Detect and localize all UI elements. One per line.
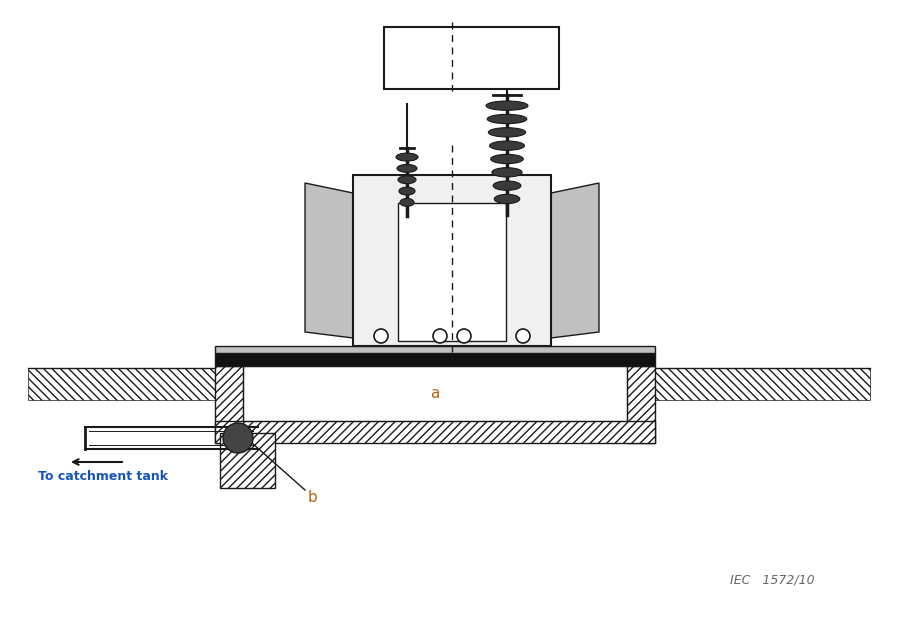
Text: IEC   1572/10: IEC 1572/10 (730, 574, 814, 586)
Bar (215, 366, 243, 443)
Ellipse shape (486, 101, 527, 110)
Circle shape (433, 329, 446, 343)
Text: a: a (430, 386, 439, 401)
Polygon shape (304, 183, 352, 338)
Bar (352, 175, 551, 346)
Ellipse shape (396, 164, 416, 173)
Polygon shape (551, 183, 599, 338)
Bar (384, 27, 559, 89)
Text: b: b (308, 490, 317, 505)
Bar (397, 203, 506, 341)
Bar (627, 366, 655, 443)
Circle shape (516, 329, 529, 343)
Ellipse shape (494, 194, 519, 204)
Ellipse shape (396, 153, 417, 161)
Circle shape (457, 329, 470, 343)
Ellipse shape (488, 128, 525, 137)
Circle shape (223, 423, 253, 453)
Ellipse shape (397, 176, 415, 184)
Bar (215, 421, 655, 443)
Bar (655, 368, 869, 400)
Ellipse shape (492, 181, 520, 191)
Bar (215, 353, 655, 366)
Ellipse shape (398, 187, 414, 195)
Ellipse shape (490, 155, 523, 164)
Bar (215, 346, 655, 353)
Ellipse shape (399, 199, 414, 206)
Circle shape (374, 329, 387, 343)
Bar (243, 366, 627, 421)
Ellipse shape (489, 141, 524, 150)
Ellipse shape (487, 115, 526, 124)
Text: To catchment tank: To catchment tank (38, 470, 168, 483)
Ellipse shape (491, 168, 522, 177)
Bar (28, 368, 215, 400)
Bar (219, 433, 275, 488)
